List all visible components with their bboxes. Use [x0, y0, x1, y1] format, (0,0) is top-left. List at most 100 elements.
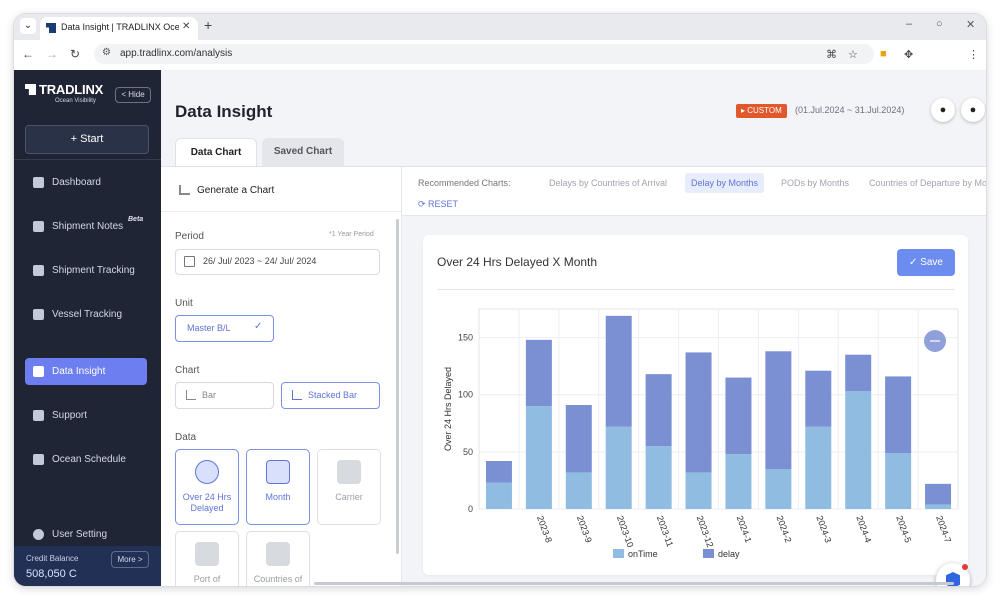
main-content: Data Insight ▸ CUSTOM (01.Jul.2024 ~ 31.… — [161, 70, 986, 586]
sidebar-item-data-insight[interactable]: Data Insight — [25, 358, 147, 385]
sidebar-item-support[interactable]: Support — [25, 402, 147, 429]
extension-icon[interactable]: ■ — [880, 48, 887, 60]
notification-bell-icon[interactable]: ● — [931, 98, 955, 122]
data-option-over-24hrs[interactable]: Over 24 Hrs Delayed — [175, 449, 239, 525]
custom-badge-label: CUSTOM — [747, 106, 782, 115]
tradlinx-favicon-icon — [46, 23, 56, 33]
calendar-icon — [184, 256, 195, 267]
bar-onTime — [725, 454, 752, 509]
sidebar-item-label: Shipment Tracking — [52, 265, 135, 276]
bar-delay — [605, 315, 632, 427]
data-option-carrier[interactable]: Carrier — [317, 449, 381, 525]
x-tick-label: 2024-2 — [774, 514, 793, 544]
sidebar-item-shipment-notes[interactable]: Shipment Notes Beta — [25, 213, 147, 240]
bar-delay — [725, 377, 752, 455]
bar-onTime — [885, 453, 912, 509]
generate-chart-title: Generate a Chart — [197, 185, 275, 196]
card-divider — [437, 289, 955, 290]
sidebar-item-label: Ocean Schedule — [52, 454, 126, 465]
tab-saved-chart[interactable]: Saved Chart — [262, 138, 344, 166]
data-label: Data — [175, 432, 197, 443]
bar-onTime — [485, 482, 512, 509]
beta-badge: Beta — [128, 216, 144, 223]
bar-delay — [685, 352, 712, 473]
chart-type-bar-button[interactable]: Bar — [175, 382, 274, 409]
recommended-chart-chip[interactable]: Delays by Countries of Arrival — [549, 178, 668, 188]
bar-onTime — [845, 391, 872, 509]
bar-delay — [525, 339, 552, 407]
panel-scrollbar[interactable] — [396, 219, 399, 554]
x-tick-label: 2024-4 — [854, 514, 873, 544]
reset-button[interactable]: ⟳ RESET — [418, 199, 459, 209]
logo-text: TRADLINX — [39, 82, 104, 97]
sidebar-divider — [14, 159, 161, 160]
horizontal-scrollbar[interactable] — [314, 582, 954, 585]
chart-card: Over 24 Hrs Delayed X Month ✓ Save 0 50 10… — [423, 235, 968, 575]
recommended-chart-chip[interactable]: Delay by Months — [685, 173, 765, 193]
menu-kebab-icon[interactable]: ⋮ — [968, 49, 979, 61]
translate-icon[interactable]: ⌘ — [826, 49, 837, 61]
chart-options-panel: Generate a Chart Period *1 Year Period 2… — [161, 167, 402, 586]
tab-list-chevron-icon[interactable]: ⌄ — [20, 18, 36, 34]
calendar-month-icon — [266, 460, 290, 484]
address-bar[interactable]: ⚙ app.tradlinx.com/analysis — [94, 44, 874, 64]
save-button[interactable]: ✓ Save — [897, 249, 955, 276]
legend-label: onTime — [628, 549, 658, 559]
notification-dot — [962, 564, 968, 570]
window-close-icon[interactable]: ✕ — [966, 19, 976, 31]
puzzle-extensions-icon[interactable]: ✥ — [904, 49, 914, 61]
bar-onTime — [765, 469, 792, 509]
panel-divider — [161, 211, 401, 212]
sidebar-item-ocean-schedule[interactable]: Ocean Schedule — [25, 446, 147, 473]
user-avatar-icon[interactable]: ● — [961, 98, 985, 122]
period-date-input[interactable]: 26/ Jul/ 2023 ~ 24/ Jul/ 2024 — [175, 249, 380, 275]
minimize-icon[interactable]: – — [906, 18, 913, 30]
maximize-icon[interactable]: ○ — [936, 18, 943, 30]
back-arrow-icon[interactable]: ← — [22, 47, 34, 61]
sidebar-item-user-setting[interactable]: User Setting — [25, 521, 147, 548]
data-option-month[interactable]: Month — [246, 449, 310, 525]
sidebar-item-label: Vessel Tracking — [52, 309, 123, 320]
sidebar-item-label: Shipment Notes — [52, 221, 124, 232]
forward-arrow-icon[interactable]: → — [46, 47, 58, 61]
recommended-charts-bar: Recommended Charts: Delays by Countries … — [402, 167, 986, 216]
sidebar-item-dashboard[interactable]: Dashboard — [25, 169, 147, 196]
recommended-chart-chip[interactable]: Countries of Departure by Months — [869, 178, 986, 188]
hide-sidebar-button[interactable]: < Hide — [115, 87, 151, 103]
reload-icon[interactable]: ↻ — [70, 47, 81, 61]
x-tick-label: 2023-8 — [535, 514, 554, 544]
legend-swatch — [613, 549, 624, 558]
site-info-icon[interactable]: ⚙ — [102, 47, 111, 58]
notes-icon — [33, 221, 44, 232]
ship-icon — [337, 460, 361, 484]
data-option-label: Port of Discharge — [187, 574, 228, 586]
data-option-countries-of-arrival[interactable]: Countries of Arrival — [246, 531, 310, 586]
vessel-icon — [33, 309, 44, 320]
start-button[interactable]: + Start — [25, 125, 149, 154]
hide-label: Hide — [128, 90, 145, 99]
bookmark-star-icon[interactable]: ☆ — [848, 49, 858, 61]
browser-window: ⌄ Data Insight | TRADLINX Ocean Visibili… — [14, 14, 986, 586]
more-button[interactable]: More > — [111, 551, 149, 568]
data-option-label: Over 24 Hrs Delayed — [182, 492, 232, 513]
stacked-bar-chart: 0 50 100 150 Over 24 Hrs Delayed 2023-8 2023-9… — [443, 308, 959, 559]
page-title: Data Insight — [175, 102, 273, 121]
bar-delay — [645, 374, 672, 447]
sidebar-item-vessel-tracking[interactable]: Vessel Tracking — [25, 301, 147, 328]
recommended-chart-chip[interactable]: PODs by Months — [781, 178, 850, 188]
sidebar-item-shipment-tracking[interactable]: Shipment Tracking — [25, 257, 147, 284]
reset-label: RESET — [428, 199, 459, 209]
data-option-port-of-discharge[interactable]: Port of Discharge — [175, 531, 239, 586]
unit-option-master-bl[interactable]: Master B/L ✓ — [175, 315, 274, 342]
bar-onTime — [525, 406, 552, 509]
tab-close-icon[interactable]: ✕ — [182, 21, 191, 32]
tab-data-chart[interactable]: Data Chart — [175, 138, 257, 167]
bar-delay — [925, 483, 952, 505]
custom-badge[interactable]: ▸ CUSTOM — [736, 104, 787, 118]
chart-type-stacked-bar-button[interactable]: Stacked Bar — [281, 382, 380, 409]
chart-type-label: Stacked Bar — [308, 390, 358, 400]
new-tab-plus-icon[interactable]: + — [204, 17, 213, 33]
x-tick-label: 2023-9 — [575, 514, 594, 544]
period-value: 26/ Jul/ 2023 ~ 24/ Jul/ 2024 — [203, 256, 317, 266]
browser-tab[interactable]: Data Insight | TRADLINX Ocean Visibility… — [40, 17, 198, 40]
